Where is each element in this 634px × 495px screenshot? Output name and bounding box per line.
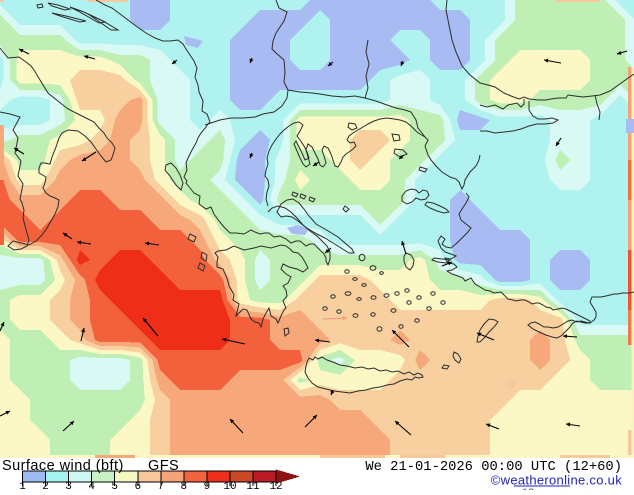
svg-text:6: 6 <box>134 481 141 490</box>
svg-text:Surface wind (bft): Surface wind (bft) <box>2 458 124 474</box>
svg-text:8: 8 <box>181 481 188 490</box>
svg-text:7: 7 <box>157 481 164 490</box>
svg-text:©weatheronline.co.uk: ©weatheronline.co.uk <box>491 473 622 488</box>
svg-text:9: 9 <box>204 481 211 490</box>
svg-text:11: 11 <box>246 481 260 490</box>
svg-text:5: 5 <box>111 481 118 490</box>
svg-text:2: 2 <box>42 481 49 490</box>
svg-text:4: 4 <box>88 481 95 490</box>
svg-text:3: 3 <box>65 481 72 490</box>
svg-text:1: 1 <box>19 481 26 490</box>
svg-text:GFS: GFS <box>148 458 179 474</box>
svg-text:12: 12 <box>269 481 282 490</box>
svg-text:10: 10 <box>223 481 236 490</box>
